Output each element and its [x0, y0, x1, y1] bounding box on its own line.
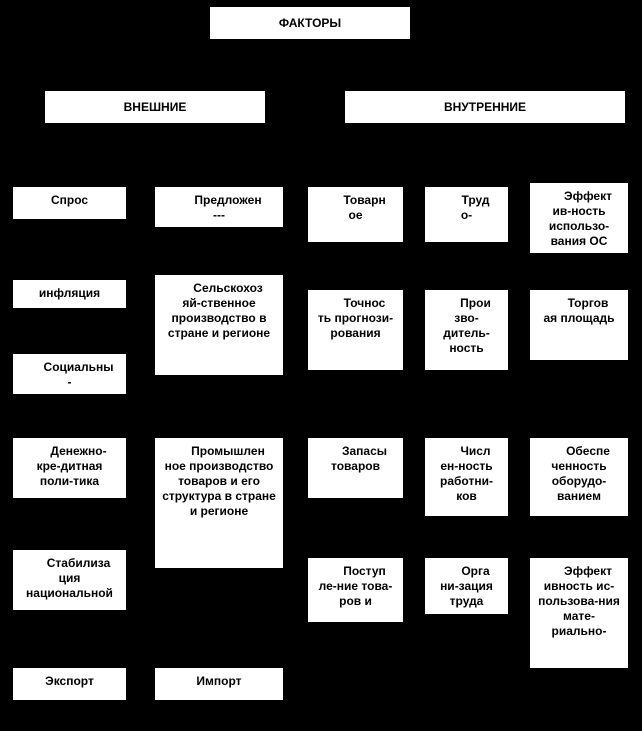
- node-label-rest: ая площадь: [544, 311, 615, 326]
- node-label-rest: зво-дитель-ность: [431, 311, 502, 356]
- node-label-rest: ен-ность работни-ков: [431, 459, 502, 504]
- node-stabilize: Стабилизация национальной: [13, 550, 126, 610]
- node-social: Социальны-: [13, 354, 126, 394]
- node-label-rest: ле-ние това-ров и: [314, 579, 397, 609]
- node-import: Импорт: [155, 668, 283, 700]
- node-label-line1: Эффект: [536, 564, 622, 579]
- node-agri: Сельскохозяй-ственное производство в стр…: [155, 275, 283, 375]
- node-label-rest: ни-зация труда: [431, 579, 502, 609]
- node-internal: ВНУТРЕННИЕ: [345, 91, 625, 123]
- node-label: ВНУТРЕННИЕ: [444, 100, 526, 115]
- node-label: ВНЕШНИЕ: [124, 100, 187, 115]
- node-label: ФАКТОРЫ: [279, 16, 341, 31]
- node-label-line1: Поступ: [314, 564, 397, 579]
- node-label: Спрос: [51, 193, 88, 208]
- node-tochnost: Точность прогнози-рования: [308, 290, 403, 370]
- node-label-line1: Числ: [431, 444, 502, 459]
- node-label-rest: ивность ис-пользова-ния мате-риально-: [536, 579, 622, 639]
- node-org_truda: Органи-зация труда: [425, 558, 508, 614]
- node-label-line1: Труд: [431, 193, 502, 208]
- node-eff_os: Эффектив-ность использо-вания ОС: [530, 183, 628, 253]
- node-tovarn: Товарное: [308, 187, 403, 242]
- node-label-line1: Социальны: [19, 360, 120, 375]
- node-zapasy: Запасытоваров: [308, 438, 403, 498]
- node-label-line1: Товарн: [314, 193, 397, 208]
- node-label-line1: Промышлен: [161, 444, 277, 459]
- node-label-line1: Денежно-: [19, 444, 120, 459]
- node-predlozhen: Предложен---: [155, 187, 283, 227]
- node-chislen: Числен-ность работни-ков: [425, 438, 508, 516]
- node-export: Экспорт: [13, 668, 126, 700]
- node-label-line1: Предложен: [161, 193, 277, 208]
- node-label-rest: товаров: [331, 459, 380, 474]
- node-label-rest: ---: [213, 208, 225, 223]
- node-label-rest: ченность оборудо-ванием: [536, 459, 622, 504]
- node-label-rest: о-: [461, 208, 472, 223]
- node-label-rest: ное производство товаров и его структура…: [161, 459, 277, 519]
- node-label-rest: яй-ственное производство в стране и реги…: [161, 296, 277, 341]
- node-label-line1: Запасы: [314, 444, 397, 459]
- diagram-canvas: ФАКТОРЫВНЕШНИЕВНУТРЕННИЕСпросПредложен--…: [0, 0, 642, 731]
- node-label-line1: Стабилиза: [19, 556, 120, 571]
- node-industry: Промышленное производство товаров и его …: [155, 438, 283, 568]
- node-label-line1: Орга: [431, 564, 502, 579]
- node-label-rest: ция национальной: [19, 571, 120, 601]
- node-monetary: Денежно-кре-дитная поли-тика: [13, 438, 126, 498]
- node-root: ФАКТОРЫ: [210, 7, 410, 39]
- node-label-line1: Сельскохоз: [161, 281, 277, 296]
- node-label-rest: ив-ность использо-вания ОС: [536, 204, 622, 249]
- node-spros: Спрос: [13, 187, 126, 219]
- node-label-line1: Торгов: [536, 296, 622, 311]
- node-proizvod: Произво-дитель-ность: [425, 290, 508, 370]
- node-label-rest: -: [68, 375, 72, 390]
- node-label-rest: ое: [348, 208, 362, 223]
- node-external: ВНЕШНИЕ: [45, 91, 265, 123]
- node-eff_mat: Эффективность ис-пользова-ния мате-риаль…: [530, 558, 628, 668]
- node-label: Экспорт: [45, 674, 94, 689]
- node-obespech: Обеспеченность оборудо-ванием: [530, 438, 628, 516]
- node-label-line1: Точнос: [314, 296, 397, 311]
- node-label: Импорт: [196, 674, 241, 689]
- node-label-rest: кре-дитная поли-тика: [19, 459, 120, 489]
- node-inflation: инфляция: [13, 280, 126, 308]
- node-label-line1: Прои: [431, 296, 502, 311]
- node-label-line1: Обеспе: [536, 444, 622, 459]
- node-trudo: Трудо-: [425, 187, 508, 242]
- node-label-line1: Эффект: [536, 189, 622, 204]
- node-postup: Поступле-ние това-ров и: [308, 558, 403, 622]
- node-torg_sq: Торговая площадь: [530, 290, 628, 360]
- node-label: инфляция: [39, 286, 100, 301]
- node-label-rest: ть прогнози-рования: [314, 311, 397, 341]
